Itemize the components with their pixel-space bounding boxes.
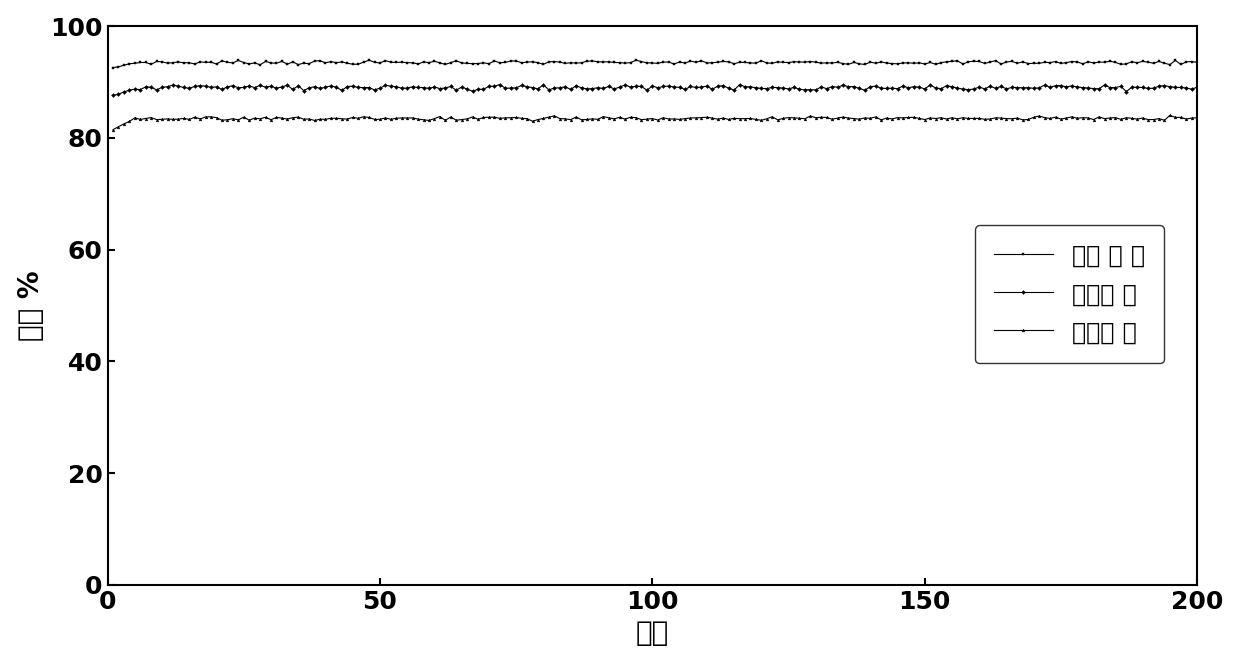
电压效 率 [1189,83,1204,91]
电压效 率 [105,92,120,100]
库仓 效 率 [1102,57,1117,65]
能量效 率 [149,116,164,124]
能量效 率 [171,115,186,123]
库仓 效 率 [1189,58,1204,66]
Legend: 库仓 效 率, 电压效 率, 能量效 率: 库仓 效 率, 电压效 率, 能量效 率 [975,225,1163,363]
电压效 率 [492,80,507,88]
能量效 率 [1162,112,1177,120]
电压效 率 [394,84,409,92]
库仓 效 率 [171,58,186,66]
库仓 效 率 [394,58,409,66]
Line: 能量效 率: 能量效 率 [112,114,1199,131]
Y-axis label: 效率 %: 效率 % [16,270,45,341]
电压效 率 [308,83,322,91]
电压效 率 [149,86,164,94]
库仓 效 率 [149,58,164,66]
Line: 库仓 效 率: 库仓 效 率 [112,59,1199,69]
能量效 率 [308,116,322,124]
库仓 效 率 [1141,58,1156,66]
能量效 率 [1097,115,1112,123]
库仓 效 率 [105,64,120,72]
库仓 效 率 [629,56,644,64]
电压效 率 [1102,84,1117,92]
电压效 率 [1141,84,1156,92]
能量效 率 [394,114,409,122]
能量效 率 [1136,114,1151,122]
能量效 率 [1189,114,1204,122]
X-axis label: 循环: 循环 [636,620,670,647]
电压效 率 [171,82,186,90]
Line: 电压效 率: 电压效 率 [112,83,1199,97]
能量效 率 [105,125,120,133]
库仓 效 率 [308,57,322,65]
